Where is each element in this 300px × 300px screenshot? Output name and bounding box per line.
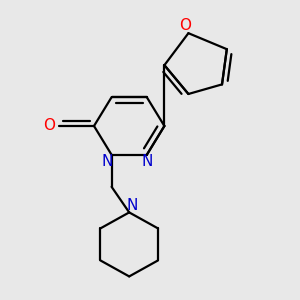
Text: O: O bbox=[43, 118, 55, 134]
Text: N: N bbox=[102, 154, 113, 169]
Text: N: N bbox=[141, 154, 152, 169]
Text: O: O bbox=[179, 18, 191, 33]
Text: N: N bbox=[127, 198, 138, 213]
